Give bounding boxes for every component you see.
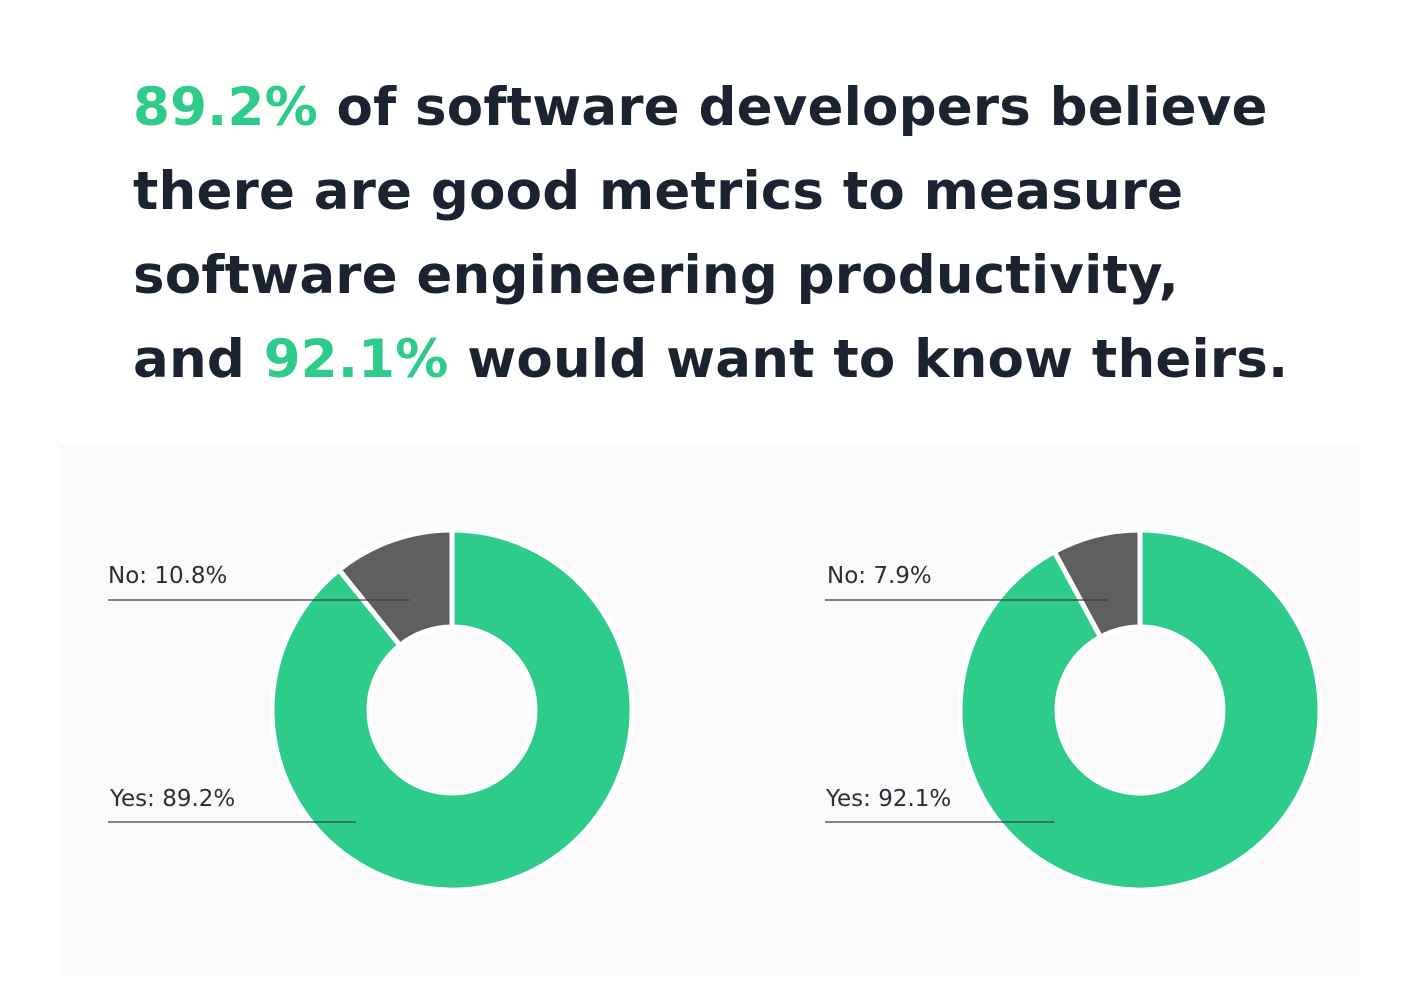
label-no: No: 7.9% xyxy=(827,563,932,589)
donut-chart-1: No: 10.8% Yes: 89.2% xyxy=(108,527,635,893)
headline-line-3: software engineering productivity, xyxy=(133,245,1179,306)
headline-line-4: and 92.1% would want to know theirs. xyxy=(133,318,1363,402)
headline-line-1: 89.2% of software developers believe xyxy=(133,66,1363,150)
headline-stat-2: 92.1% xyxy=(263,329,449,390)
headline-text-4b: would want to know theirs. xyxy=(448,329,1289,390)
headline-stat-1: 89.2% xyxy=(133,77,318,138)
label-no: No: 10.8% xyxy=(108,563,227,589)
label-yes: Yes: 89.2% xyxy=(109,786,235,812)
slice-yes xyxy=(269,527,635,893)
label-yes: Yes: 92.1% xyxy=(825,786,951,812)
headline-line-2: there are good metrics to measure xyxy=(133,161,1184,222)
donut-chart-2: No: 7.9% Yes: 92.1% xyxy=(825,527,1323,893)
headline-text-4a: and xyxy=(133,329,264,390)
headline: 89.2% of software developers believe the… xyxy=(133,66,1363,402)
headline-text-1: of software developers believe xyxy=(317,77,1268,138)
slice-yes xyxy=(957,527,1323,893)
